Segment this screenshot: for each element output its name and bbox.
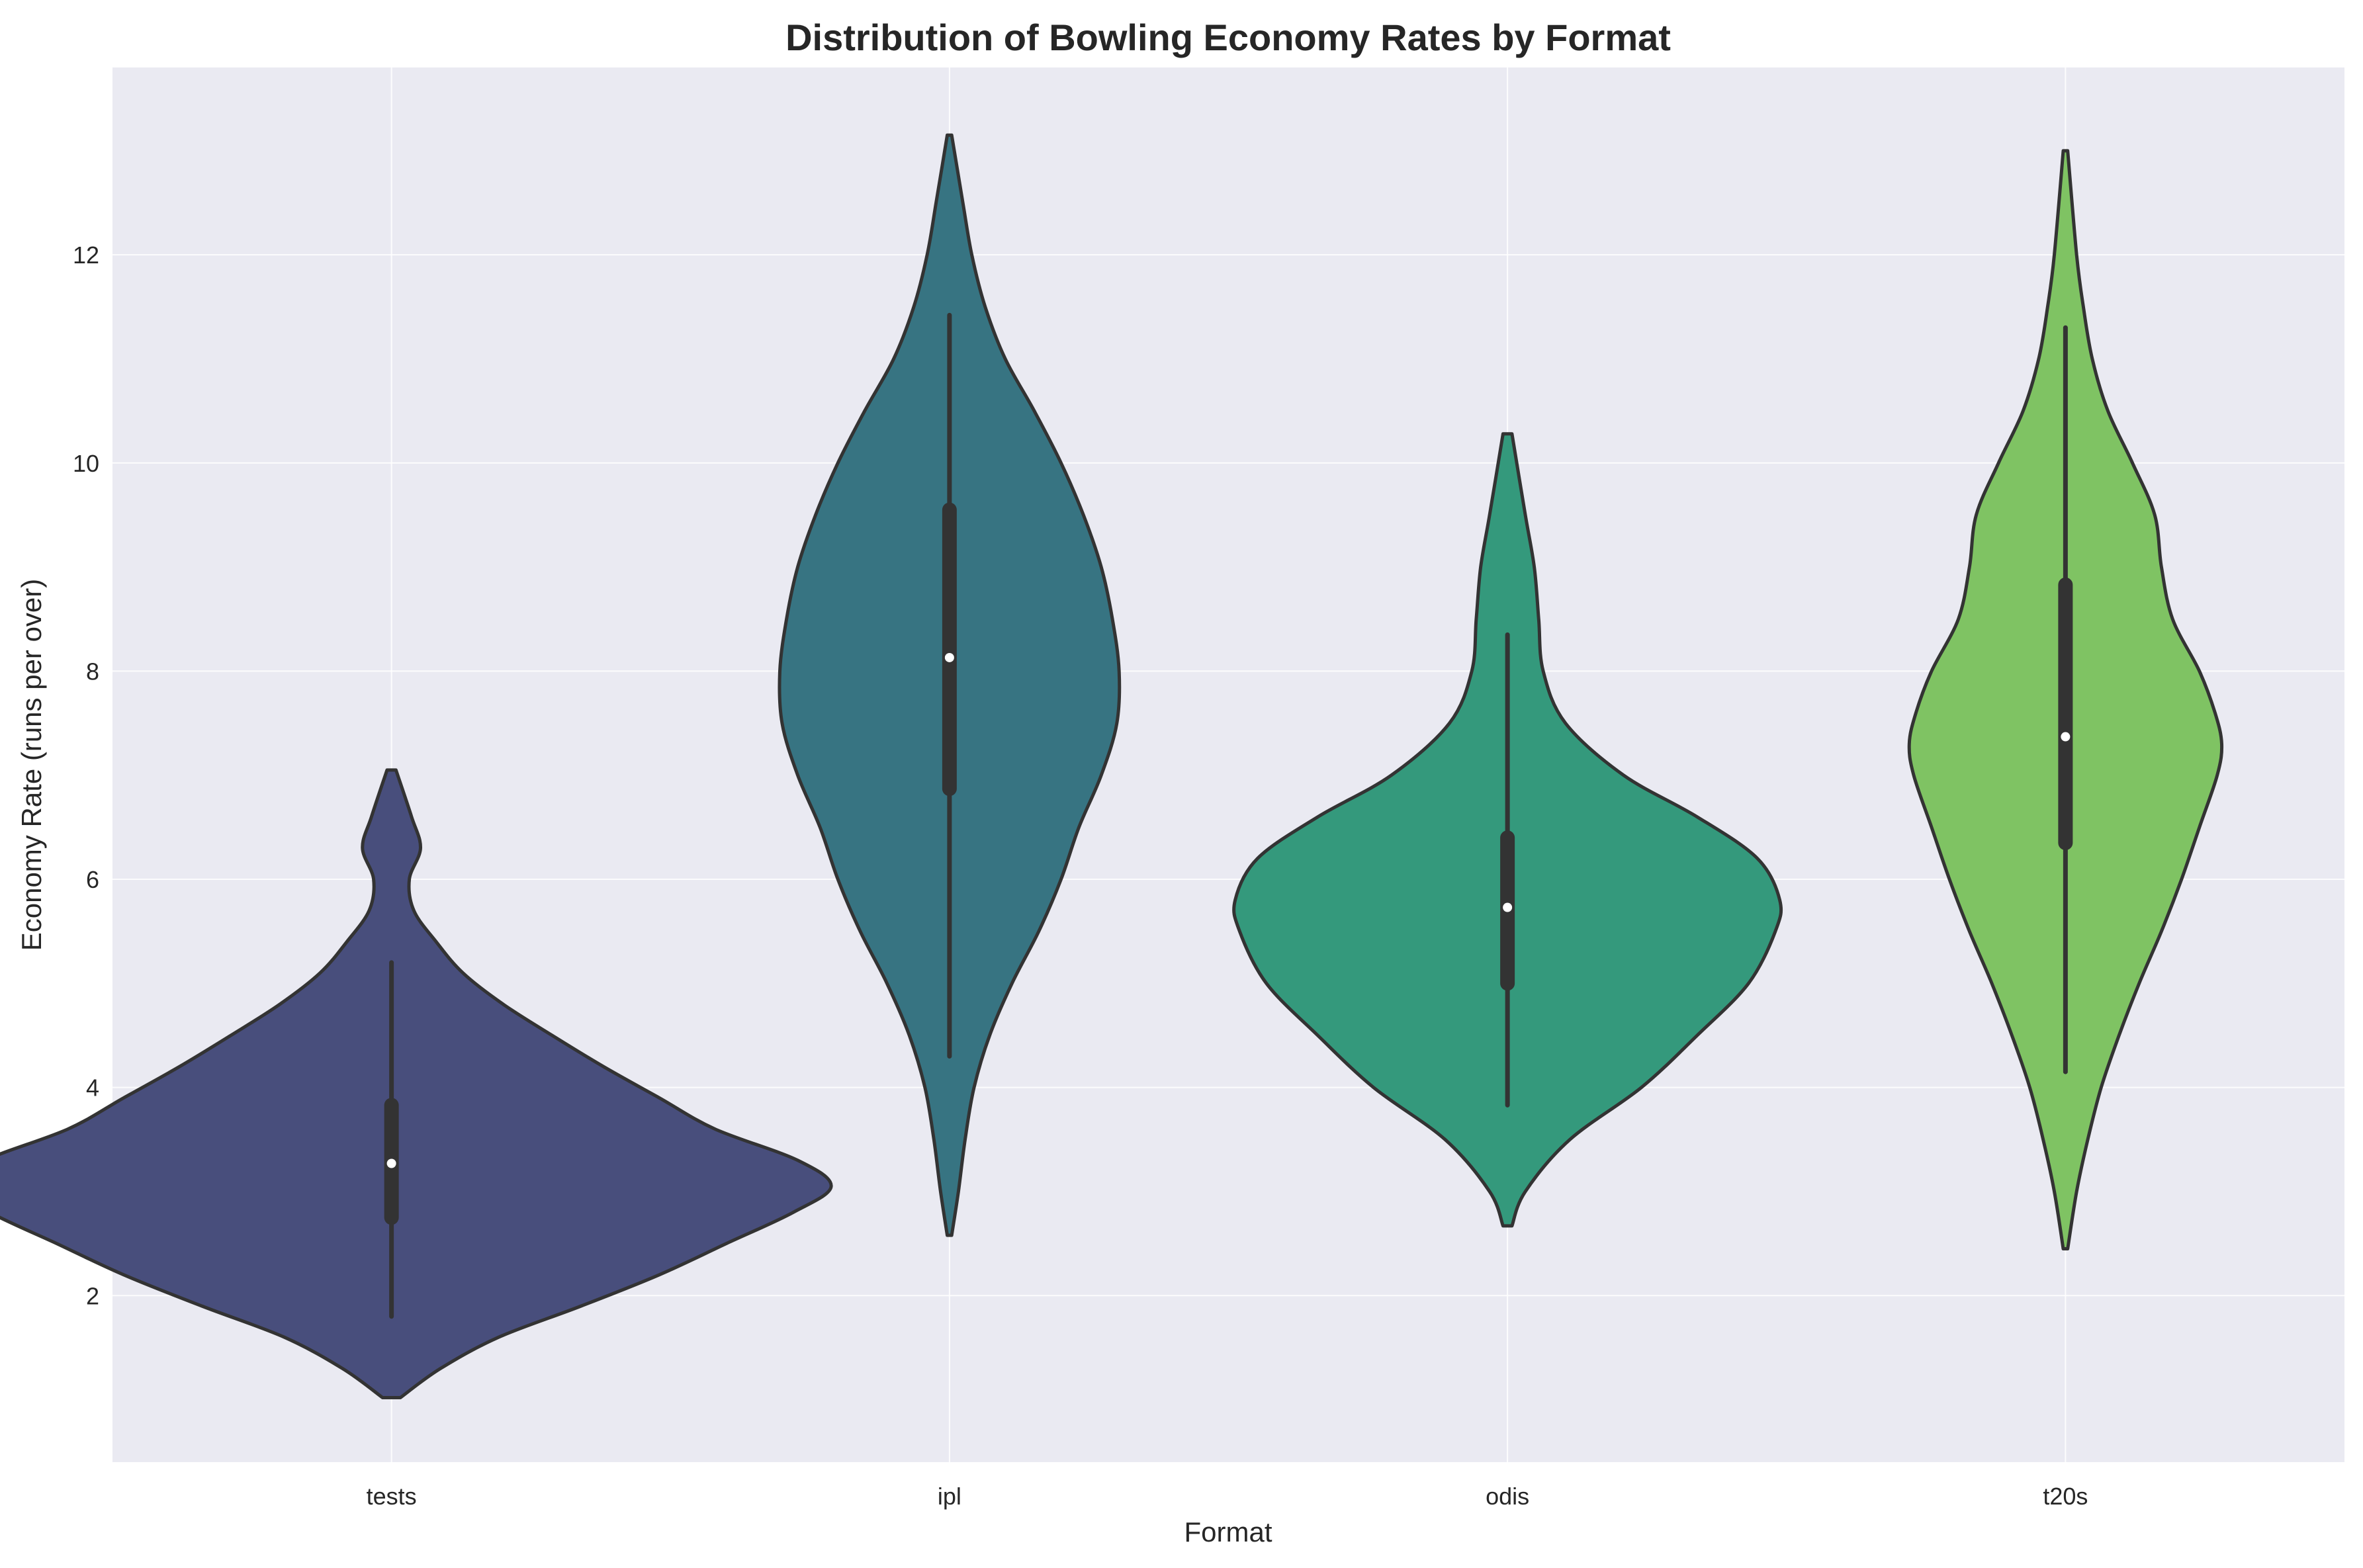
- y-tick-label: 8: [86, 658, 99, 685]
- y-tick-label: 6: [86, 866, 99, 893]
- median-point-t20s: [2061, 732, 2071, 742]
- y-tick-label: 10: [73, 450, 99, 477]
- x-tick-label: tests: [367, 1483, 417, 1510]
- x-tick-label: odis: [1486, 1483, 1529, 1510]
- y-axis-label: Economy Rate (runs per over): [16, 579, 47, 951]
- y-axis-ticks: 2 4 6 8 10 12: [73, 241, 99, 1309]
- x-axis-ticks: tests ipl odis t20s: [367, 1483, 2088, 1510]
- y-tick-label: 12: [73, 241, 99, 269]
- chart-title: Distribution of Bowling Economy Rates by…: [785, 17, 1671, 58]
- violin-tests: [0, 768, 833, 1399]
- median-point-tests: [386, 1158, 396, 1168]
- violins: [0, 133, 2224, 1399]
- x-tick-label: ipl: [938, 1483, 961, 1510]
- median-point-odis: [1503, 902, 1513, 912]
- y-tick-label: 2: [86, 1282, 99, 1309]
- y-tick-label: 4: [86, 1074, 99, 1102]
- median-point-ipl: [944, 652, 954, 662]
- x-axis-label: Format: [1184, 1516, 1272, 1547]
- x-tick-label: t20s: [2043, 1483, 2088, 1510]
